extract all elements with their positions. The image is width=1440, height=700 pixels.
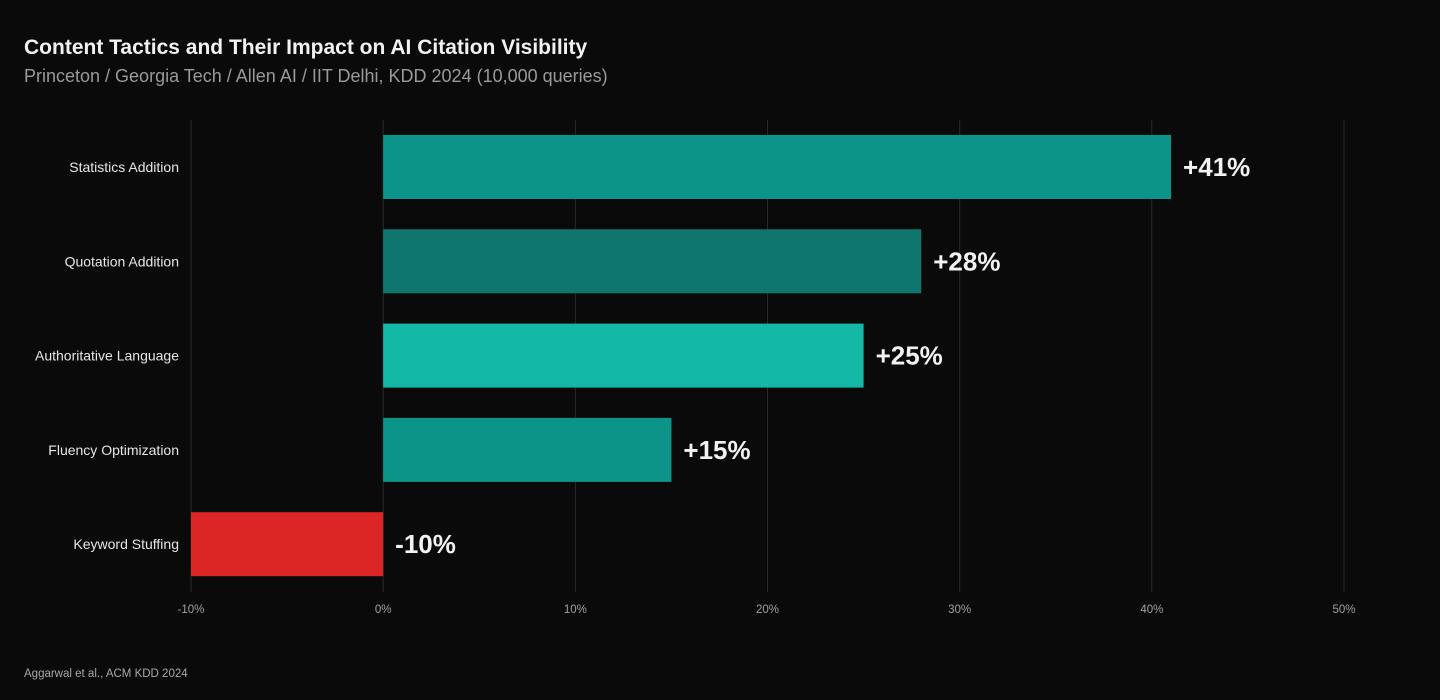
category-label: Statistics Addition bbox=[69, 159, 179, 175]
x-tick-label: 50% bbox=[1332, 604, 1355, 616]
x-tick-label: 10% bbox=[564, 604, 587, 616]
bar bbox=[383, 229, 922, 294]
source-footnote: Aggarwal et al., ACM KDD 2024 bbox=[24, 668, 188, 680]
data-label: -10% bbox=[395, 529, 456, 559]
x-tick-label: 40% bbox=[1140, 604, 1163, 616]
x-tick-label: 20% bbox=[756, 604, 779, 616]
x-axis-ticks: -10% 0% 10% 20% 30% 40% 50% bbox=[178, 604, 1356, 616]
data-label: +28% bbox=[933, 246, 1000, 276]
category-labels: Statistics Addition Quotation Addition Aut… bbox=[35, 159, 179, 552]
bar bbox=[383, 135, 1172, 199]
data-label: +15% bbox=[683, 435, 750, 465]
bars bbox=[191, 135, 1172, 577]
category-label: Authoritative Language bbox=[35, 348, 179, 364]
chart-subtitle: Princeton / Georgia Tech / Allen AI / II… bbox=[24, 66, 608, 86]
category-label: Fluency Optimization bbox=[48, 442, 179, 458]
category-label: Keyword Stuffing bbox=[73, 536, 179, 552]
bar bbox=[383, 417, 672, 482]
x-tick-label: 0% bbox=[375, 604, 392, 616]
x-tick-label: -10% bbox=[178, 604, 205, 616]
x-tick-label: 30% bbox=[948, 604, 971, 616]
value-labels: +41% +28% +25% +15% -10% bbox=[395, 152, 1250, 559]
chart-title: Content Tactics and Their Impact on AI C… bbox=[24, 36, 588, 59]
bar bbox=[383, 323, 864, 388]
category-label: Quotation Addition bbox=[65, 253, 179, 269]
data-label: +41% bbox=[1183, 152, 1250, 182]
data-label: +25% bbox=[876, 341, 943, 371]
bar bbox=[191, 512, 384, 577]
